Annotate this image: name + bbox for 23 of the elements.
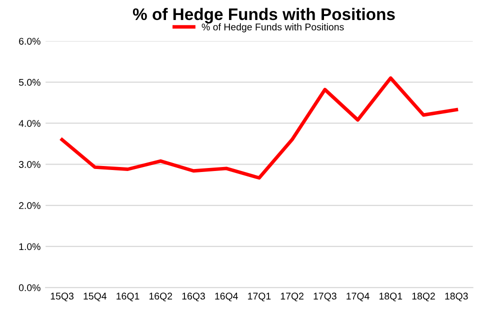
x-tick-label: 17Q3	[314, 292, 336, 302]
chart-title: % of Hedge Funds with Positions	[132, 8, 395, 24]
legend-label: % of Hedge Funds with Positions	[202, 23, 344, 32]
x-tick-label: 17Q4	[346, 292, 370, 302]
y-tick-label: 4.0%	[18, 120, 40, 127]
x-tick-label: 16Q3	[182, 292, 205, 302]
x-tick-label: 16Q1	[116, 292, 140, 302]
x-tick-label: 18Q3	[445, 292, 468, 302]
y-tick-label: 5.0%	[18, 78, 40, 86]
x-tick-label: 17Q1	[248, 292, 271, 302]
y-tick-label: 0.0%	[18, 284, 40, 292]
x-tick-label: 18Q2	[412, 292, 435, 302]
x-tick-label: 15Q3	[50, 292, 74, 302]
y-tick-label: 6.0%	[19, 38, 40, 45]
x-tick-label: 16Q2	[149, 292, 172, 302]
x-tick-label: 15Q4	[84, 292, 106, 302]
line-series	[60, 76, 458, 180]
y-tick-label: 3.0%	[18, 161, 40, 168]
x-tick-label: 17Q2	[280, 292, 304, 302]
y-tick-label: 2.0%	[19, 202, 40, 210]
x-tick-label: 18Q1	[379, 292, 402, 302]
y-tick-label: 1.0%	[19, 243, 40, 250]
x-tick-label: 16Q4	[215, 292, 238, 302]
